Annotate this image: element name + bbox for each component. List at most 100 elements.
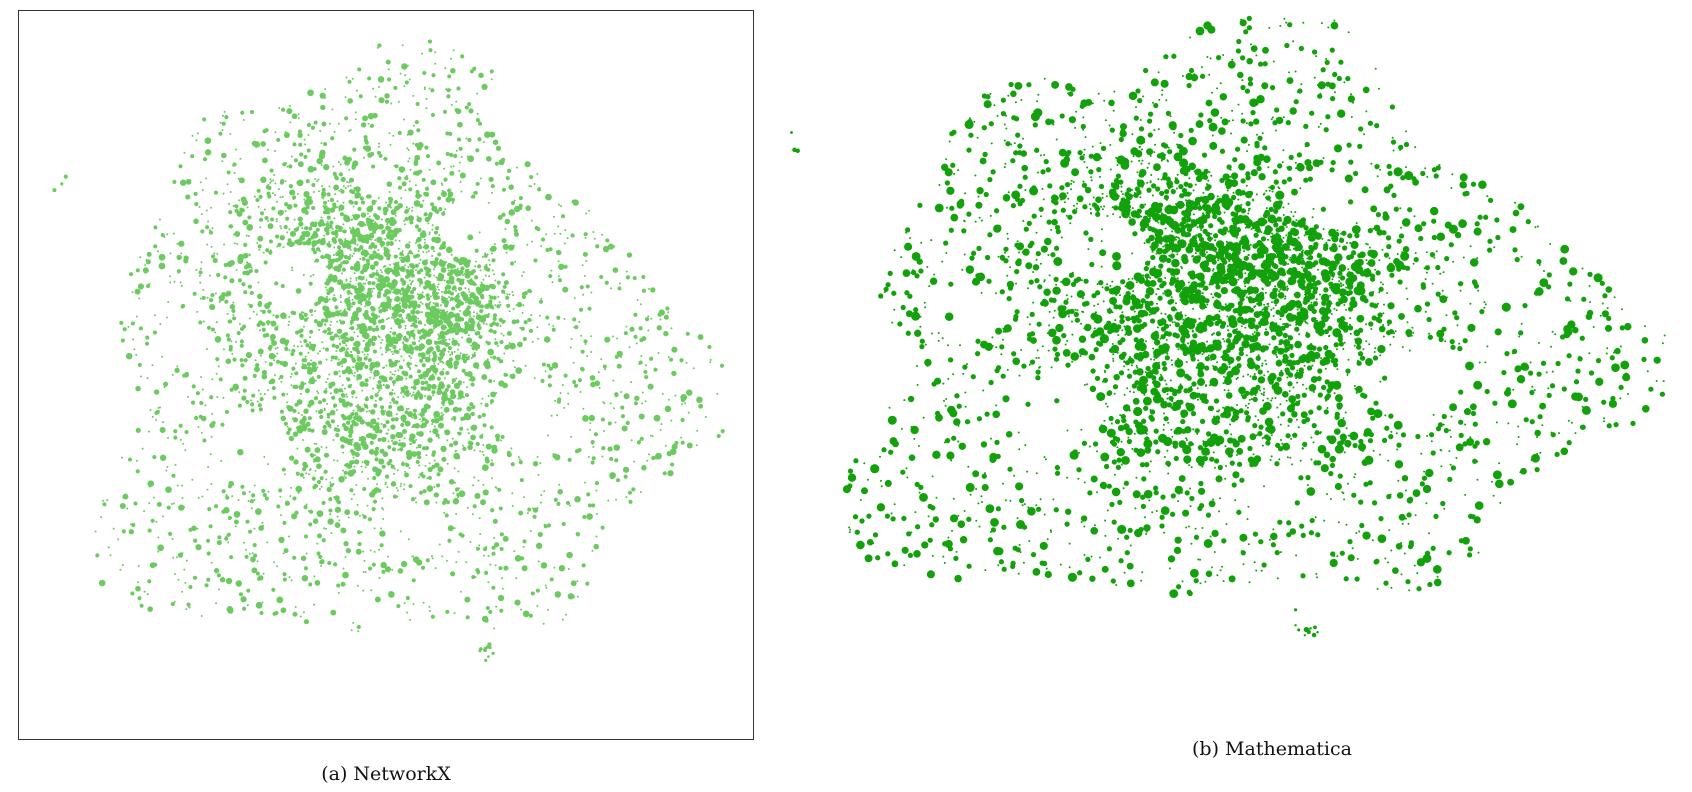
graph-node <box>453 440 459 446</box>
graph-node <box>1140 298 1146 304</box>
graph-node <box>1286 285 1289 288</box>
graph-node <box>371 200 376 206</box>
graph-node <box>954 574 962 583</box>
graph-node <box>378 153 383 158</box>
graph-node <box>491 585 496 590</box>
graph-node <box>451 378 456 383</box>
graph-node <box>488 609 493 615</box>
graph-node <box>498 566 503 571</box>
graph-node <box>602 364 607 369</box>
graph-node <box>501 319 506 324</box>
graph-node <box>320 164 323 167</box>
graph-node <box>437 308 440 311</box>
graph-node <box>485 313 490 319</box>
graph-node <box>965 265 975 274</box>
graph-node <box>1184 199 1187 202</box>
graph-node <box>155 520 158 523</box>
graph-node <box>325 295 328 298</box>
graph-node <box>200 229 205 234</box>
graph-node <box>461 260 466 265</box>
graph-node <box>679 358 684 363</box>
graph-node <box>385 364 388 367</box>
graph-node <box>457 357 460 360</box>
graph-node <box>265 185 270 190</box>
graph-node <box>1054 464 1061 471</box>
graph-node <box>328 224 333 229</box>
graph-node <box>495 486 498 489</box>
graph-node <box>380 405 385 410</box>
graph-node <box>445 151 450 156</box>
graph-node <box>350 390 355 395</box>
graph-node <box>567 457 572 462</box>
graph-node <box>442 456 445 459</box>
graph-node <box>430 112 436 117</box>
graph-node <box>544 584 547 587</box>
graph-node <box>333 294 336 297</box>
graph-node <box>247 284 252 289</box>
graph-node <box>157 409 160 412</box>
graph-node <box>400 256 403 259</box>
graph-node <box>423 191 428 196</box>
graph-node <box>250 399 253 402</box>
graph-node <box>257 235 264 242</box>
graph-node <box>323 297 329 304</box>
graph-node <box>1619 325 1625 331</box>
graph-node <box>466 506 469 509</box>
graph-node <box>386 486 389 489</box>
graph-node <box>326 220 329 223</box>
graph-node <box>891 290 897 296</box>
graph-node <box>254 359 257 362</box>
graph-node <box>314 447 321 454</box>
graph-node <box>440 411 443 414</box>
graph-node <box>173 600 176 603</box>
graph-node <box>198 274 201 277</box>
graph-node <box>314 456 321 463</box>
graph-node <box>182 442 185 445</box>
graph-node <box>586 354 589 357</box>
graph-node <box>394 214 397 217</box>
graph-node <box>308 473 311 476</box>
graph-node <box>286 231 289 234</box>
graph-node <box>498 359 503 364</box>
graph-node <box>165 469 168 472</box>
graph-node <box>473 476 476 479</box>
graph-node <box>378 240 381 243</box>
graph-node <box>253 195 256 198</box>
graph-node <box>579 391 582 394</box>
graph-node <box>386 223 389 226</box>
graph-node <box>432 268 435 271</box>
graph-node <box>370 589 373 592</box>
graph-node <box>308 399 315 406</box>
graph-node <box>540 237 546 242</box>
graph-node <box>437 466 444 473</box>
graph-node <box>1113 392 1116 395</box>
graph-node <box>335 349 338 352</box>
graph-node <box>168 531 173 536</box>
graph-node <box>358 436 361 439</box>
graph-node <box>367 325 373 331</box>
graph-node <box>1483 306 1486 309</box>
graph-node <box>250 556 256 563</box>
graph-node <box>390 298 393 301</box>
graph-node <box>240 484 245 489</box>
graph-node <box>280 312 287 319</box>
graph-node <box>629 326 635 332</box>
graph-node <box>288 228 291 231</box>
graph-node <box>280 179 285 184</box>
graph-node <box>350 284 355 289</box>
graph-node <box>1175 236 1178 238</box>
graph-node <box>195 391 200 396</box>
graph-node <box>341 384 344 387</box>
graph-node <box>474 275 479 280</box>
graph-node <box>166 465 169 468</box>
graph-node <box>487 348 495 356</box>
graph-node <box>441 400 446 405</box>
graph-node <box>327 416 330 419</box>
graph-node <box>443 377 446 380</box>
graph-node <box>360 270 365 275</box>
graph-node <box>467 101 472 107</box>
graph-node <box>499 439 502 442</box>
graph-node <box>473 449 476 452</box>
graph-node <box>496 280 501 285</box>
graph-node <box>475 148 480 153</box>
